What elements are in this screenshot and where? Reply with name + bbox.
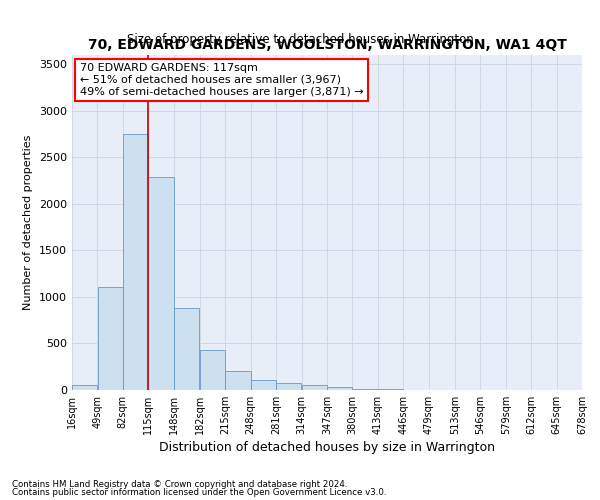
Bar [327, 387, 352, 390]
Y-axis label: Number of detached properties: Number of detached properties [23, 135, 34, 310]
Text: 70 EDWARD GARDENS: 117sqm
← 51% of detached houses are smaller (3,967)
49% of se: 70 EDWARD GARDENS: 117sqm ← 51% of detac… [80, 64, 363, 96]
Bar [148, 177, 173, 390]
Bar [226, 372, 251, 390]
Text: Contains public sector information licensed under the Open Government Licence v3: Contains public sector information licen… [12, 488, 386, 497]
Title: 70, EDWARD GARDENS, WOOLSTON, WARRINGTON, WA1 4QT: 70, EDWARD GARDENS, WOOLSTON, WARRINGTON… [88, 38, 566, 52]
Bar [251, 380, 276, 390]
Text: Size of property relative to detached houses in Warrington: Size of property relative to detached ho… [127, 32, 473, 46]
X-axis label: Distribution of detached houses by size in Warrington: Distribution of detached houses by size … [159, 441, 495, 454]
Bar [302, 385, 327, 390]
Text: Contains HM Land Registry data © Crown copyright and database right 2024.: Contains HM Land Registry data © Crown c… [12, 480, 347, 489]
Bar [123, 134, 148, 390]
Bar [174, 308, 199, 390]
Bar [98, 286, 123, 390]
Bar [378, 389, 403, 390]
Bar [353, 388, 378, 390]
Bar [276, 384, 301, 390]
Bar [200, 350, 225, 390]
Bar [72, 385, 97, 390]
